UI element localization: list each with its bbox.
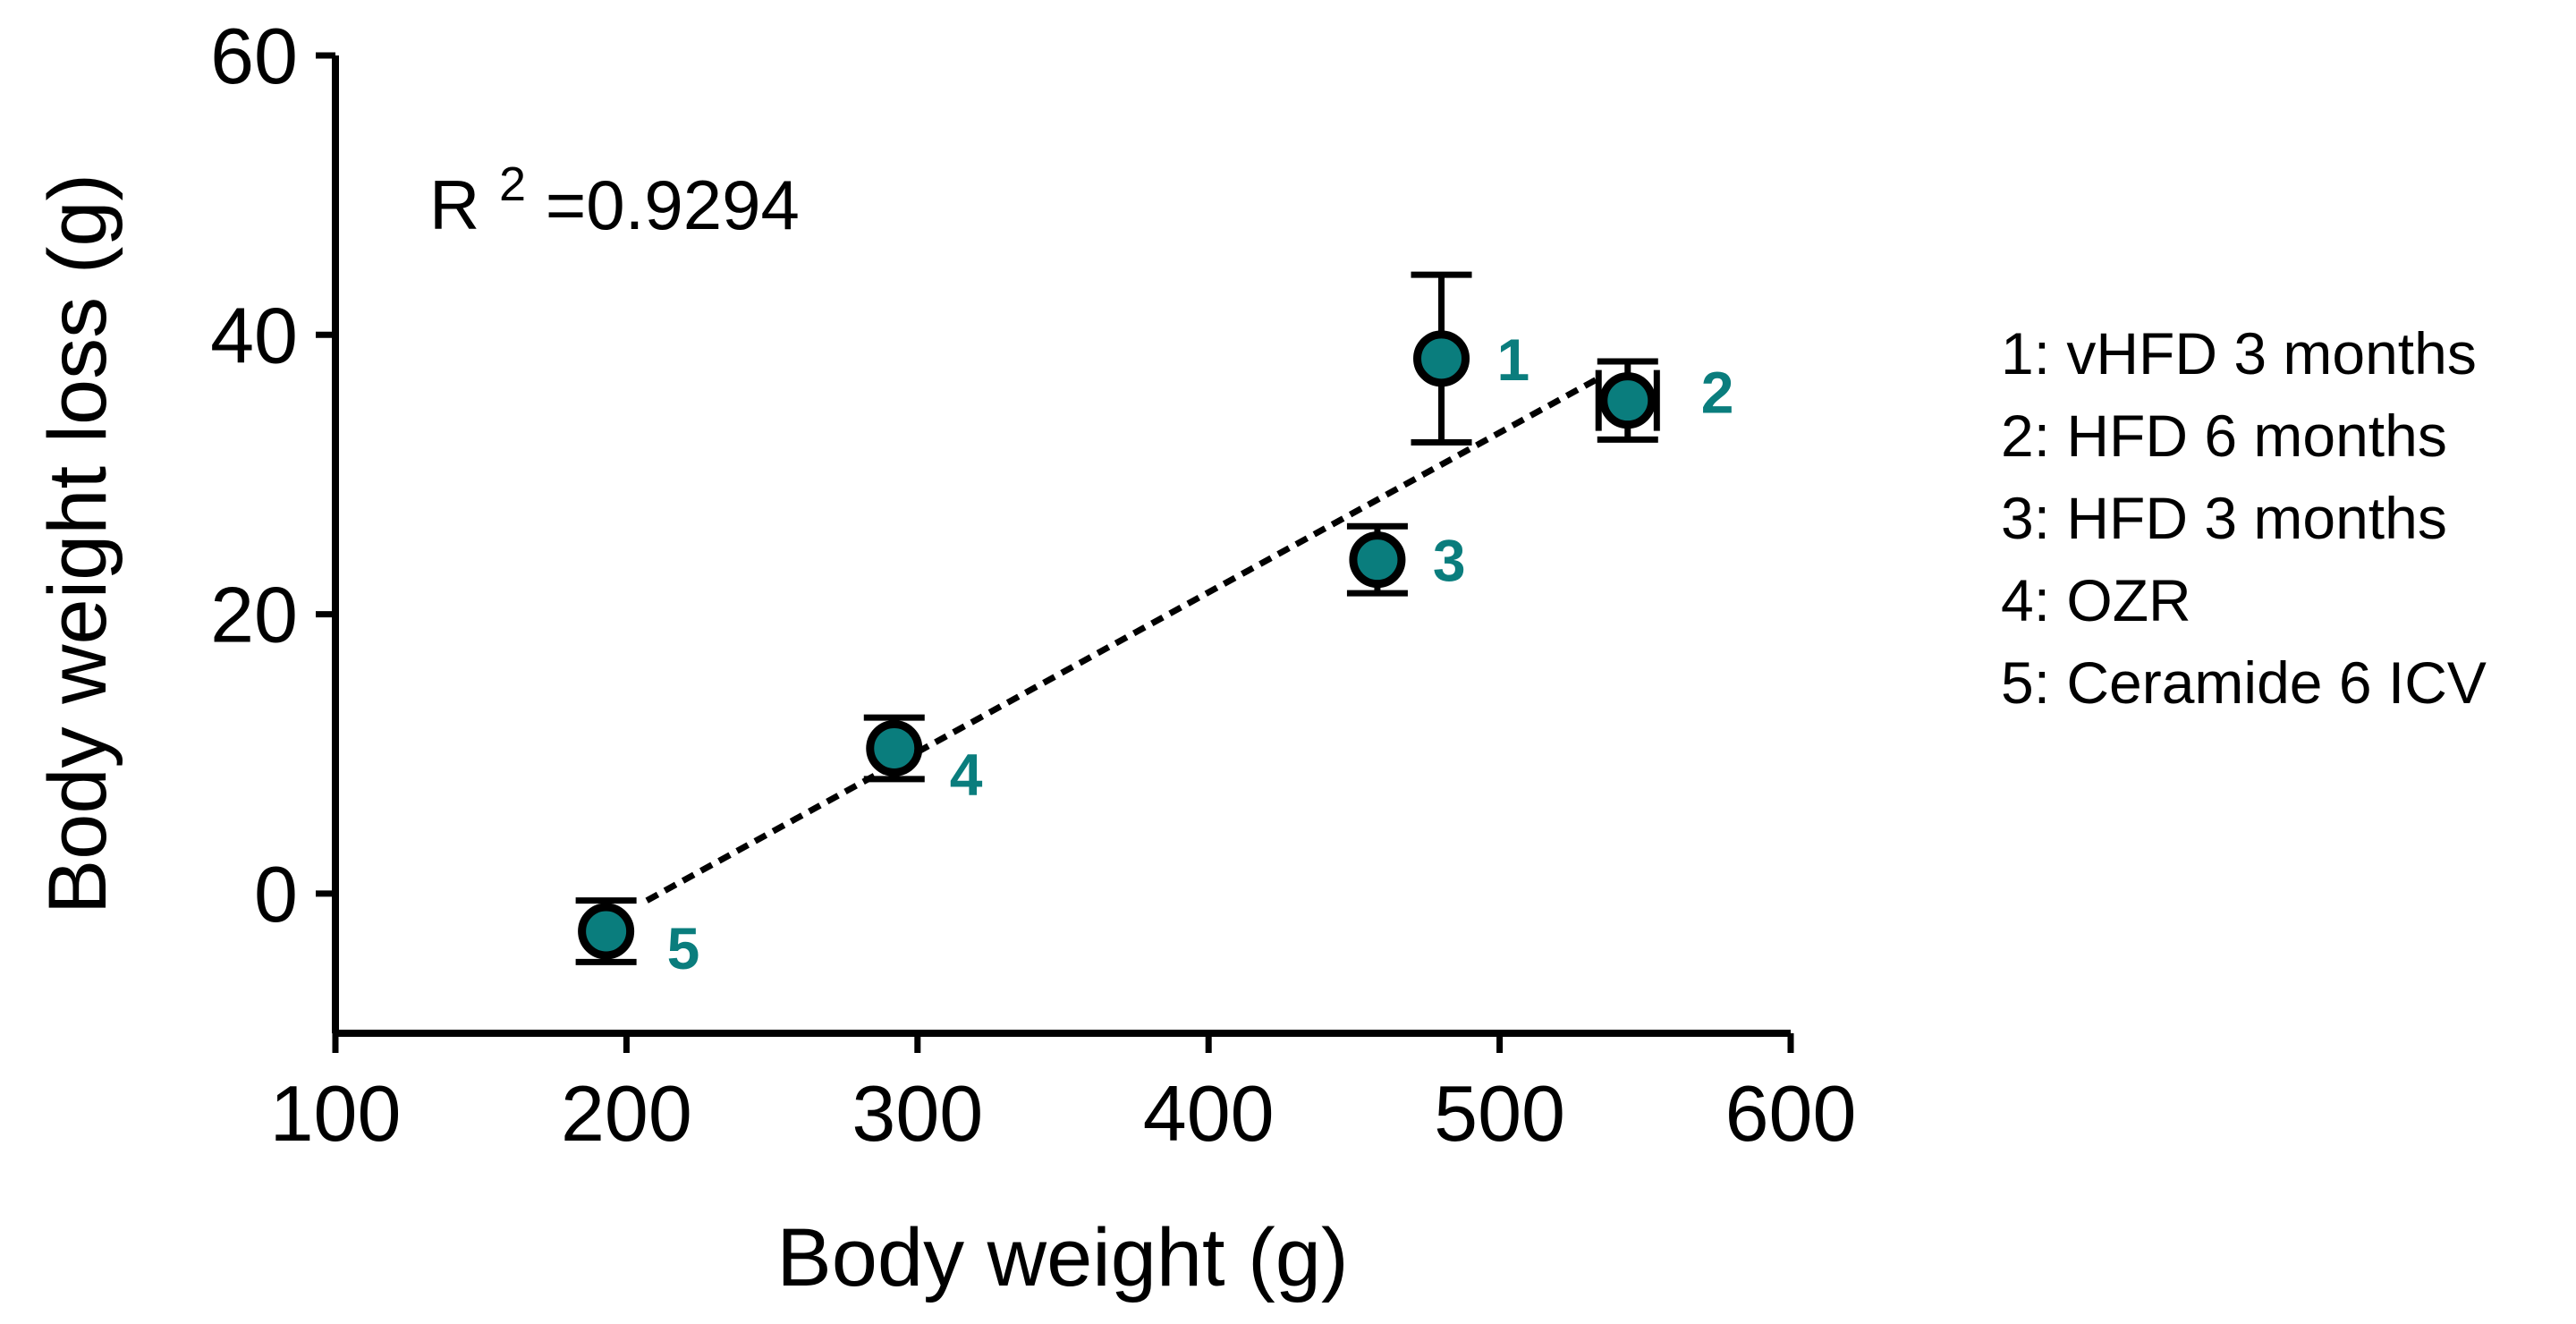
y-axis: 0 20 40 60 Body weight loss (g): [32, 12, 339, 1033]
point-label: 4: [950, 741, 983, 807]
legend: 1: vHFD 3 months 2: HFD 6 months 3: HFD …: [2001, 320, 2487, 716]
y-tick-label: 40: [210, 291, 298, 379]
point-label: 1: [1497, 327, 1530, 393]
regression-line: [645, 374, 1604, 904]
data-marker: [1413, 330, 1470, 387]
point-label: 3: [1433, 528, 1466, 594]
legend-entry-1: 1: vHFD 3 months: [2001, 320, 2477, 386]
data-point-2: 2: [1595, 358, 1734, 443]
data-marker: [866, 719, 923, 777]
r-squared-superscript: 2: [499, 157, 526, 211]
x-tick-label: 100: [270, 1069, 402, 1158]
data-marker: [578, 903, 635, 960]
data-marker: [1349, 531, 1406, 589]
x-axis: 100 200 300 400 500 600 Body weight (g): [270, 1030, 1857, 1303]
r-squared-annotation: R 2 =0.9294: [429, 137, 800, 244]
data-point-5: 5: [575, 897, 700, 981]
point-label: 5: [667, 915, 700, 981]
y-tick-label: 60: [210, 12, 298, 100]
y-axis-title: Body weight loss (g): [32, 174, 123, 914]
data-points: 1 2 3 4 5: [575, 271, 1734, 981]
r-squared-prefix: R: [429, 166, 479, 244]
x-tick-label: 600: [1725, 1069, 1857, 1158]
point-label: 2: [1701, 360, 1734, 426]
legend-entry-2: 2: HFD 6 months: [2001, 403, 2447, 469]
data-point-4: 4: [863, 714, 983, 807]
legend-entry-4: 4: OZR: [2001, 567, 2191, 633]
x-axis-title: Body weight (g): [776, 1212, 1348, 1303]
r-squared-value: =0.9294: [546, 166, 800, 244]
x-tick-label: 300: [852, 1069, 983, 1158]
x-tick-label: 400: [1143, 1069, 1275, 1158]
data-point-3: 3: [1346, 522, 1466, 597]
data-point-1: 1: [1411, 271, 1530, 446]
y-tick-label: 0: [254, 850, 298, 938]
y-ticks: 0 20 40 60: [210, 12, 335, 938]
y-tick-label: 20: [210, 571, 298, 659]
x-tick-label: 500: [1434, 1069, 1565, 1158]
legend-entry-5: 5: Ceramide 6 ICV: [2001, 649, 2487, 716]
data-marker: [1599, 372, 1657, 429]
x-tick-label: 200: [561, 1069, 692, 1158]
legend-entry-3: 3: HFD 3 months: [2001, 485, 2447, 551]
x-ticks: 100 200 300 400 500 600: [270, 1033, 1857, 1158]
